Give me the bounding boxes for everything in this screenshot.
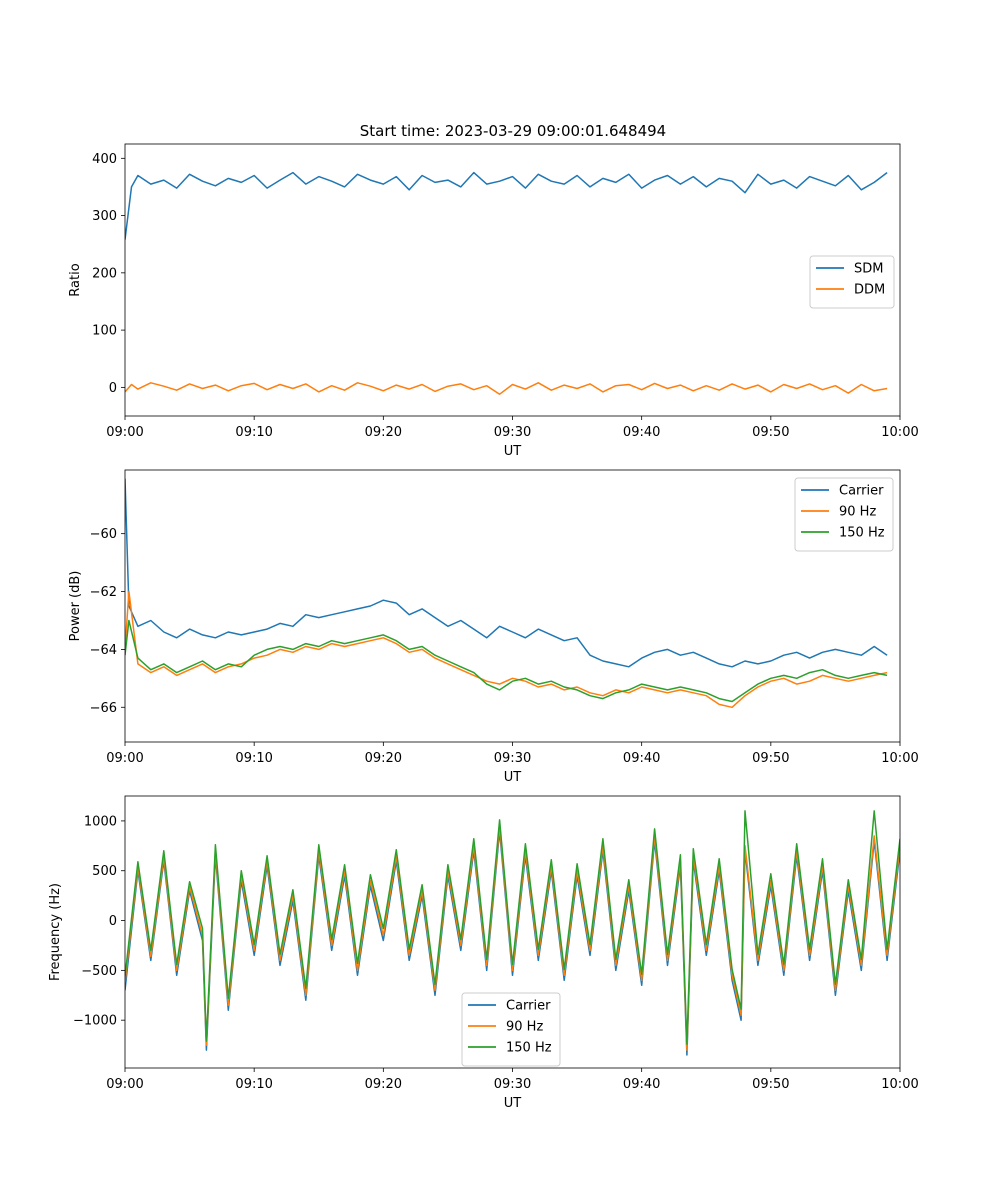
x-tick-label: 09:10 (235, 1077, 272, 1092)
legend: Carrier 90 Hz 150 Hz (794, 477, 894, 552)
x-tick-label: 09:20 (365, 1077, 402, 1092)
axes-frame (124, 143, 901, 417)
y-axis-label: Power (dB) (68, 571, 83, 642)
y-tick-label: −64 (90, 643, 117, 658)
y-tick-label: 0 (109, 381, 117, 396)
x-tick-label: 09:00 (106, 425, 143, 440)
series-group (125, 810, 900, 1056)
y-tick-label: −66 (90, 701, 117, 716)
x-tick-label: 09:00 (106, 751, 143, 766)
figure-title: Start time: 2023-03-29 09:00:01.648494 (360, 122, 666, 140)
y-tick-label: 1000 (84, 814, 117, 829)
y-tick-label: −1000 (73, 1014, 117, 1029)
legend: Carrier 90 Hz 150 Hz (461, 992, 561, 1067)
legend-label: 90 Hz (506, 1020, 543, 1035)
x-tick-label: 09:10 (235, 425, 272, 440)
y-tick-label: 200 (92, 266, 117, 281)
x-tick-label: 09:40 (623, 751, 660, 766)
legend-label: 150 Hz (506, 1041, 552, 1056)
series-line-ddm (125, 382, 888, 395)
legend: SDM DDM (809, 255, 895, 309)
series-line-90-hz (125, 590, 888, 709)
series-line-sdm (125, 171, 888, 240)
x-tick-label: 09:30 (494, 751, 531, 766)
x-tick-label: 09:40 (623, 1077, 660, 1092)
y-tick-label: −62 (90, 585, 117, 600)
x-tick-label: 09:40 (623, 425, 660, 440)
y-tick-label: 300 (92, 209, 117, 224)
subplots: 09:00 09:10 09:20 09:30 09:40 09:50 10:00 0 100 2… (48, 143, 919, 1111)
y-tick-label: 100 (92, 324, 117, 339)
x-axis-label: UT (504, 1096, 522, 1111)
axes-frame (124, 469, 901, 743)
y-tick-label: −60 (90, 527, 117, 542)
y-axis-label: Frequency (Hz) (48, 883, 63, 981)
legend-label: Carrier (839, 484, 884, 499)
legend-label: 90 Hz (839, 505, 876, 520)
legend-label: Carrier (506, 999, 551, 1014)
x-tick-label: 09:50 (752, 751, 789, 766)
y-tick-label: 500 (92, 864, 117, 879)
legend-box (809, 255, 895, 309)
series-group (125, 478, 888, 709)
x-tick-label: 09:30 (494, 1077, 531, 1092)
x-tick-label: 09:20 (365, 425, 402, 440)
x-tick-label: 09:50 (752, 425, 789, 440)
x-tick-label: 09:20 (365, 751, 402, 766)
legend-label: 150 Hz (839, 526, 885, 541)
y-tick-label: 400 (92, 152, 117, 167)
x-axis-label: UT (504, 770, 522, 785)
x-tick-label: 09:30 (494, 425, 531, 440)
series-line-carrier (125, 478, 888, 668)
x-tick-label: 10:00 (881, 751, 918, 766)
legend-label: DDM (854, 283, 885, 298)
series-line-150-hz (125, 810, 900, 1045)
x-tick-label: 10:00 (881, 425, 918, 440)
series-group (125, 171, 888, 395)
x-tick-label: 10:00 (881, 1077, 918, 1092)
subplot-2: 09:00 09:10 09:20 09:30 09:40 09:50 10:00 −66 −6… (68, 469, 919, 785)
x-tick-label: 09:00 (106, 1077, 143, 1092)
x-axis-label: UT (504, 444, 522, 459)
series-line-150-hz (125, 619, 888, 703)
x-tick-label: 09:10 (235, 751, 272, 766)
y-tick-label: −500 (81, 964, 117, 979)
subplot-3: 09:00 09:10 09:20 09:30 09:40 09:50 10:00 −1000… (48, 795, 919, 1111)
y-axis-label: Ratio (68, 263, 83, 296)
y-tick-label: 0 (109, 914, 117, 929)
legend-label: SDM (854, 262, 883, 277)
subplot-1: 09:00 09:10 09:20 09:30 09:40 09:50 10:00 0 100 2… (68, 143, 919, 459)
x-tick-label: 09:50 (752, 1077, 789, 1092)
